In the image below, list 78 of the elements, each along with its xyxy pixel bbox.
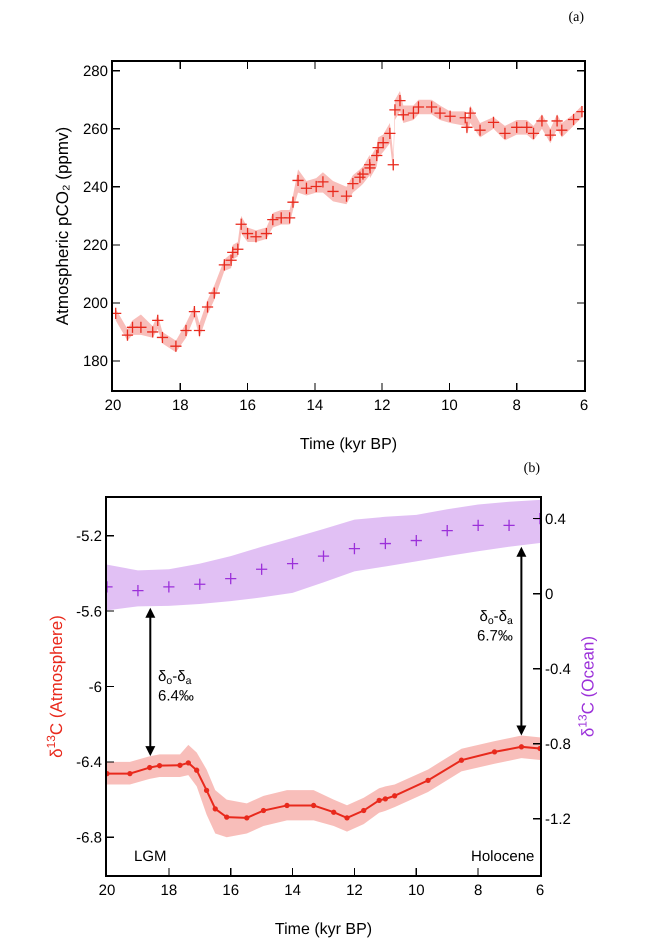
x-tick-label: 16 [222, 882, 240, 899]
point [286, 557, 299, 570]
point [260, 808, 266, 814]
y-tick-label: 200 [82, 295, 108, 312]
point [502, 519, 516, 532]
point [410, 534, 423, 547]
point [376, 798, 382, 803]
x-tick-label: 8 [512, 397, 521, 414]
point [255, 563, 268, 576]
point [132, 584, 144, 597]
point [425, 778, 431, 784]
annotation: LGM [134, 848, 167, 865]
y-tick-label: -5.6 [76, 603, 102, 620]
point [147, 764, 152, 770]
point [361, 808, 366, 814]
point [177, 762, 183, 768]
point [156, 763, 162, 768]
point [204, 788, 210, 794]
y-tick-label: 240 [82, 179, 108, 196]
y-tick-label: 280 [82, 62, 108, 80]
point [194, 768, 200, 773]
point [224, 572, 237, 585]
y-axis-title: Atmospheric pCO₂ (ppmv) [53, 126, 72, 326]
point [284, 802, 290, 808]
x-tick-label: 6 [536, 882, 544, 899]
y-tick-label: 180 [82, 353, 108, 370]
x-tick-label: 8 [474, 882, 482, 899]
chart-title: (a) [568, 10, 584, 26]
point [244, 815, 250, 821]
point [472, 519, 484, 532]
x-tick-label: 18 [160, 882, 178, 899]
y-tick-label: 260 [82, 121, 108, 138]
point [194, 578, 206, 591]
y2-tick-label: -0.4 [545, 660, 571, 678]
y2-tick-label: 0 [545, 586, 554, 603]
point [392, 793, 398, 798]
point [127, 770, 133, 776]
chart-title: (b) [524, 461, 540, 476]
x-tick-label: 10 [441, 397, 458, 414]
point [212, 806, 218, 812]
point [344, 815, 350, 821]
point [440, 524, 454, 537]
point [458, 758, 464, 763]
y-tick-label: -6.4 [76, 754, 102, 772]
annotation: Holocene [471, 848, 534, 865]
x-axis-title: Time (kyr BP) [274, 921, 372, 938]
annotation: δ$_{o}$-δ$_{a}$ 6.7‰ [477, 608, 514, 644]
point [382, 796, 388, 802]
point [162, 580, 176, 594]
x-tick-label: 14 [306, 397, 324, 414]
point [331, 810, 336, 815]
y-tick-label: 220 [82, 237, 108, 254]
point [317, 550, 330, 562]
point [492, 749, 498, 755]
x-tick-label: 18 [172, 397, 189, 414]
point [379, 537, 392, 550]
y2-tick-label: 0.4 [545, 510, 566, 528]
x-tick-label: 10 [408, 882, 425, 899]
x-tick-label: 14 [284, 882, 301, 899]
point [224, 814, 230, 820]
y2-tick-label: -1.2 [545, 810, 571, 828]
x-tick-label: 6 [580, 397, 588, 414]
y2-tick-label: -0.8 [545, 736, 571, 753]
point [348, 542, 361, 555]
x-tick-label: 12 [374, 397, 390, 414]
x-tick-label: 20 [104, 397, 122, 414]
y-tick-label: -6 [88, 678, 102, 696]
annotation: δ$_{o}$-δ$_{a}$ 6.4‰ [158, 668, 194, 704]
y-tick-label: -5.2 [76, 528, 102, 545]
x-tick-label: 16 [239, 397, 256, 414]
x-tick-label: 20 [98, 882, 116, 899]
x-axis-title: Time (kyr BP) [300, 436, 398, 453]
line-series [107, 744, 540, 821]
y-tick-label: -6.8 [76, 830, 102, 847]
x-tick-label: 12 [346, 882, 363, 899]
point [518, 744, 524, 750]
point [186, 760, 191, 766]
point [310, 802, 316, 808]
